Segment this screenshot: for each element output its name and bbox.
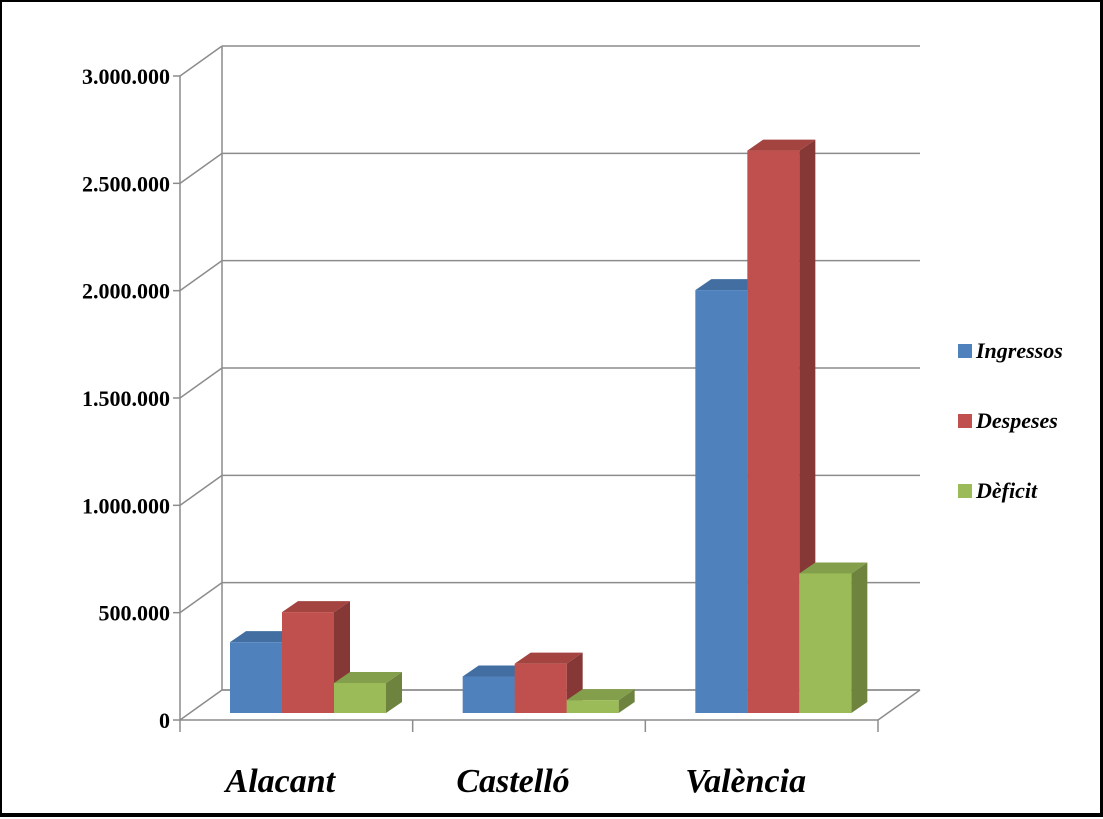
bar-front [282,612,334,713]
legend-swatch [958,414,972,428]
y-tick-label: 0 [159,708,170,733]
y-tick-label: 2.000.000 [82,279,170,304]
floor-right-edge [877,689,921,721]
y-tick-labels: 0 500.000 1.000.000 1.500.000 2.000.000 2.500… [82,64,170,733]
legend-item: Ingressos [958,338,1063,363]
gridline-depth [179,45,223,77]
bar-side [851,562,868,713]
bar-top [566,689,635,701]
bar [747,139,816,713]
legend-swatch [958,344,972,358]
y-tick-label: 500.000 [99,601,171,626]
legend-label: Despeses [975,408,1058,433]
bar-front [799,573,852,713]
bar-front [514,663,567,713]
axes [173,75,879,732]
legend: Ingressos Despeses Dèficit [958,338,1063,503]
bar-side [618,689,635,713]
y-tick-label: 3.000.000 [82,64,170,89]
legend-label: Dèficit [975,478,1038,503]
x-category-label: Alacant [224,763,337,800]
gridline-depth [179,260,223,292]
bar-front [695,290,748,713]
bar-side [386,671,402,713]
legend-item: Dèficit [958,478,1038,503]
bar-front [747,150,800,713]
bar-front [462,676,515,713]
y-tick-label: 2.500.000 [82,171,170,196]
gridline-depth [179,582,223,614]
bar-top [514,652,583,664]
x-category-label: València [685,763,806,800]
bar [566,689,635,713]
bar-top [695,279,764,291]
bar-top [334,671,402,683]
bar-top [230,631,298,643]
legend-swatch [958,484,972,498]
x-category-labels: Alacant Castelló València [224,763,807,800]
x-category-label: Castelló [456,763,569,800]
bar-front [230,642,282,713]
legend-item: Despeses [958,408,1058,433]
bar-top [747,139,816,151]
gridline-depth [179,367,223,399]
gridline-depth [179,152,223,184]
bar-top [282,601,350,613]
gridline-depth [179,689,223,721]
bar-top [462,665,531,677]
bar [799,562,868,713]
y-tick-label: 1.000.000 [82,493,170,518]
bar-front [566,700,619,713]
bar-top [799,562,868,574]
bars [230,139,868,713]
y-tick-label: 1.500.000 [82,386,170,411]
bar [334,671,402,713]
legend-label: Ingressos [975,338,1063,363]
bar-front [334,682,386,713]
gridline-depth [179,474,223,506]
